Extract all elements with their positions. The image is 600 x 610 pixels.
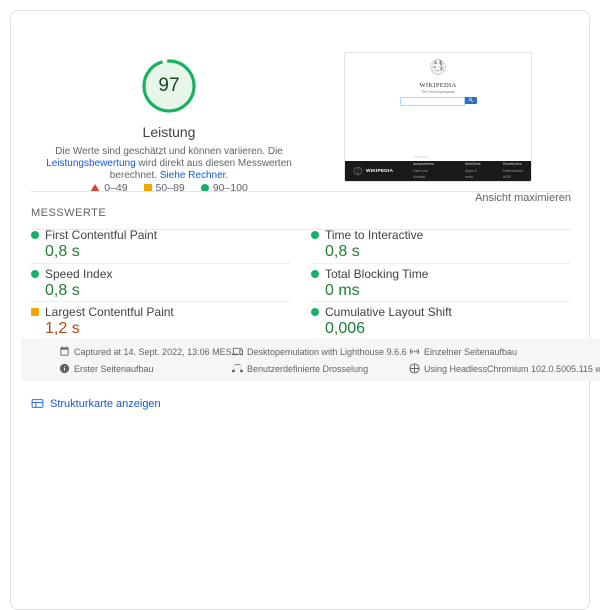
svg-text:A: A <box>434 66 436 69</box>
svg-text:Я: Я <box>440 64 442 67</box>
